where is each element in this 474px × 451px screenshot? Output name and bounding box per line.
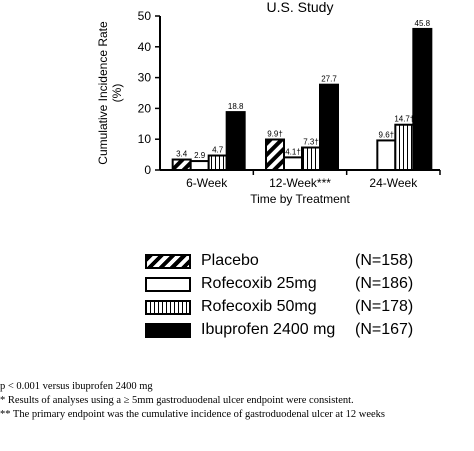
y-tick-label: 50 [138,9,152,23]
chart-title: U.S. Study [267,0,334,15]
legend-swatch-rofecoxib-25mg [145,277,191,292]
legend-label-placebo: Placebo [201,252,259,269]
data-label: 9.6† [379,130,395,139]
y-tick-label: 10 [138,132,152,146]
bars: 3.4 2.9 4.7 18.8 9.9†4.1†7.3† 27.7 9.6† 14.7† 45… [171,19,433,172]
footnote-significance: p < 0.001 versus ibuprofen 2400 mg [0,381,153,392]
y-tick-label: 0 [144,163,151,177]
bar [189,160,210,171]
data-label: 3.4 [176,150,188,159]
legend-n-rofecoxib-50mg: (N=178) [355,298,414,315]
legend-swatch-placebo [145,254,191,269]
legend-item-rofecoxib-25mg: Rofecoxib 25mg (N=186) [145,275,474,298]
data-label: 4.7 [212,146,224,155]
data-label: 45.8 [415,19,431,28]
x-tick-label: 12-Week*** [269,176,331,190]
legend-swatch-rofecoxib-50mg [145,300,191,315]
bar [265,138,285,171]
data-label: 27.7 [321,75,337,84]
data-label: 18.8 [228,102,244,111]
bar [225,111,246,171]
bar [319,83,339,171]
bar [207,154,228,172]
footnote-primary-endpoint: ** The primary endpoint was the cumulati… [0,409,385,420]
legend-label-ibuprofen: Ibuprofen 2400 mg [201,321,336,338]
legend-swatch-ibuprofen [145,323,191,338]
y-tick-label: 30 [138,71,152,85]
y-axis-title: Cumulative Incidence Rate (%) [96,21,124,165]
legend-n-rofecoxib-25mg: (N=186) [355,275,414,292]
y-tick-label: 20 [138,101,152,115]
x-tick-label: 6-Week [186,176,228,190]
data-label: 4.1† [285,147,301,156]
bar [394,123,415,171]
y-axis-title-line: Cumulative Incidence Rate [96,21,110,165]
x-axis-title: Time by Treatment [250,192,350,206]
legend-n-placebo: (N=158) [355,252,414,269]
y-axis-title-line: (%) [110,84,124,103]
legend-item-ibuprofen: Ibuprofen 2400 mg (N=167) [145,321,474,344]
bar [412,27,433,171]
bar [171,158,192,171]
footnote-consistency: * Results of analyses using a ≥ 5mm gast… [0,395,354,406]
bar [301,146,321,172]
bar [283,156,303,171]
legend-n-ibuprofen: (N=167) [355,321,414,338]
data-label: 9.9† [267,130,283,139]
legend-item-rofecoxib-50mg: Rofecoxib 50mg (N=178) [145,298,474,321]
bar [376,139,397,172]
chart: U.S. Study Cumulative Incidence Rate (%) … [96,0,441,206]
legend-item-placebo: Placebo (N=158) [145,252,474,275]
data-label: 14.7† [394,115,414,124]
x-tick-label: 24-Week [369,176,418,190]
axes: 0 10 20 30 40 50 6-Week 12-Week*** 24-Week [138,9,441,190]
legend-label-rofecoxib-50mg: Rofecoxib 50mg [201,298,317,315]
footnotes: p < 0.001 versus ibuprofen 2400 mg * Res… [0,380,474,422]
data-label: 2.9 [194,151,206,160]
legend: Placebo (N=158) Rofecoxib 25mg (N=186) R… [145,252,474,344]
data-label: 7.3† [303,138,319,147]
y-tick-label: 40 [138,40,152,54]
legend-label-rofecoxib-25mg: Rofecoxib 25mg [201,275,317,292]
